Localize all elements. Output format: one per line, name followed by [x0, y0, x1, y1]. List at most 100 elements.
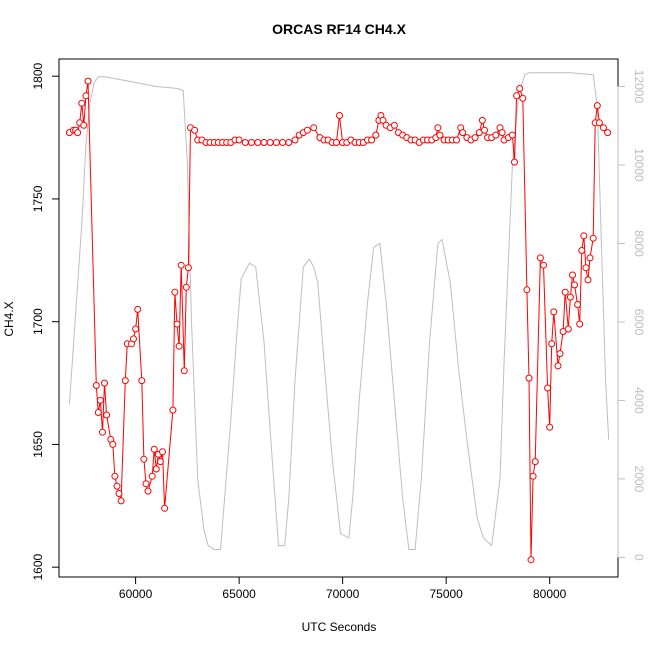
ch4-point	[279, 139, 287, 146]
ch4-point	[584, 276, 592, 284]
secondary-y-tick-label: 8000	[632, 230, 646, 257]
ch4-point	[336, 112, 343, 119]
ch4-point	[266, 139, 274, 146]
ch4-point	[492, 131, 500, 139]
ch4-point	[144, 487, 152, 495]
ch4-point	[241, 139, 249, 146]
ch4-point	[481, 126, 488, 134]
ch4-point	[94, 409, 102, 416]
ch4-point	[379, 116, 387, 124]
ch4-point	[372, 131, 380, 139]
ch4-point	[540, 261, 547, 269]
ch4-point	[140, 455, 148, 463]
x-tick-label: 80000	[533, 587, 567, 601]
ch4-point	[516, 85, 524, 92]
x-axis-label: UTC Seconds	[302, 620, 377, 634]
ch4-point	[525, 374, 533, 382]
ch4-point	[134, 305, 142, 313]
ch4-point	[177, 261, 185, 269]
ch4-point	[604, 129, 612, 137]
ch4-point	[586, 254, 594, 262]
ch4-point	[536, 254, 544, 262]
ch4-point	[453, 136, 460, 144]
y-axis: 1600 1650 1700 1750 1800	[31, 63, 59, 581]
ch4-point	[159, 448, 166, 456]
ch4-point	[117, 497, 125, 505]
ch4-point	[593, 102, 601, 110]
ch4-point	[459, 129, 467, 137]
ch4-point	[544, 384, 552, 392]
ch4-point	[148, 472, 156, 480]
ch4-point	[121, 377, 129, 385]
ch4-point	[161, 504, 169, 512]
ch4-point	[390, 121, 398, 129]
ch4-point	[571, 281, 578, 289]
ch4-point	[498, 129, 506, 137]
ch4-point	[582, 264, 590, 272]
ch4-point	[130, 335, 137, 343]
ch4-point	[156, 458, 164, 466]
ch4-point	[578, 247, 586, 254]
ch4-point	[96, 396, 104, 404]
ch4-point	[595, 119, 603, 127]
ch4-point	[82, 92, 90, 100]
ch4-point	[368, 136, 376, 144]
secondary-y-axis: 0 2000 4000 6000 8000 10000 12000	[617, 70, 646, 561]
ch4-point	[115, 490, 123, 497]
ch4-point	[546, 423, 554, 431]
ch4-point	[310, 124, 318, 132]
chart-title: ORCAS RF14 CH4.X	[272, 21, 406, 37]
ch4-point	[111, 472, 119, 480]
y-tick-label: 1700	[31, 308, 45, 335]
ch4-point	[434, 124, 442, 132]
secondary-y-tick-label: 2000	[632, 466, 646, 493]
ch4-point	[554, 362, 562, 370]
ch4-point	[235, 136, 243, 144]
ch4-point	[78, 99, 86, 107]
ch4-point	[548, 340, 556, 348]
ch4-point	[171, 288, 179, 296]
ch4-point	[169, 406, 177, 414]
ch4-point	[254, 139, 262, 146]
secondary-series	[68, 72, 610, 550]
x-axis: 60000 65000 70000 75000 80000	[119, 576, 567, 601]
ch4-point	[511, 158, 518, 166]
ch4-point	[531, 458, 539, 466]
ch4-point	[589, 234, 597, 242]
ch4-point	[508, 131, 516, 139]
ch4-point	[332, 139, 340, 146]
ch4-point	[556, 350, 564, 358]
ch4-point	[142, 480, 150, 488]
ch4-point	[285, 139, 293, 146]
ch4-point	[569, 271, 576, 279]
ch4-point	[529, 472, 537, 480]
secondary-y-tick-label: 6000	[632, 309, 646, 336]
ch4-point	[103, 411, 111, 419]
ch4-point	[260, 139, 268, 146]
secondary-y-tick-label: 4000	[632, 387, 646, 414]
ch4-point	[550, 308, 558, 316]
ch4-point	[527, 556, 535, 564]
ch4-point	[471, 134, 479, 142]
y-tick-label: 1650	[31, 431, 45, 458]
secondary-y-tick-label: 10000	[632, 148, 646, 182]
ch4-point	[150, 445, 158, 453]
ch4-point	[303, 126, 311, 134]
x-tick-label: 65000	[222, 587, 256, 601]
secondary-y-tick-label: 0	[632, 554, 646, 561]
ch4-point	[113, 482, 121, 490]
ch4-point	[84, 77, 92, 85]
ch4-point	[191, 126, 199, 134]
ch4-point	[523, 286, 531, 294]
ch4-point	[291, 136, 299, 144]
x-tick-label: 75000	[429, 587, 463, 601]
ch4-point	[478, 116, 486, 124]
ch4-point	[600, 124, 607, 132]
ch4-point	[580, 232, 588, 240]
ch4-point	[436, 131, 444, 139]
ch4-point	[101, 379, 108, 387]
ch4-point	[175, 342, 183, 350]
ch4-series	[65, 77, 612, 564]
